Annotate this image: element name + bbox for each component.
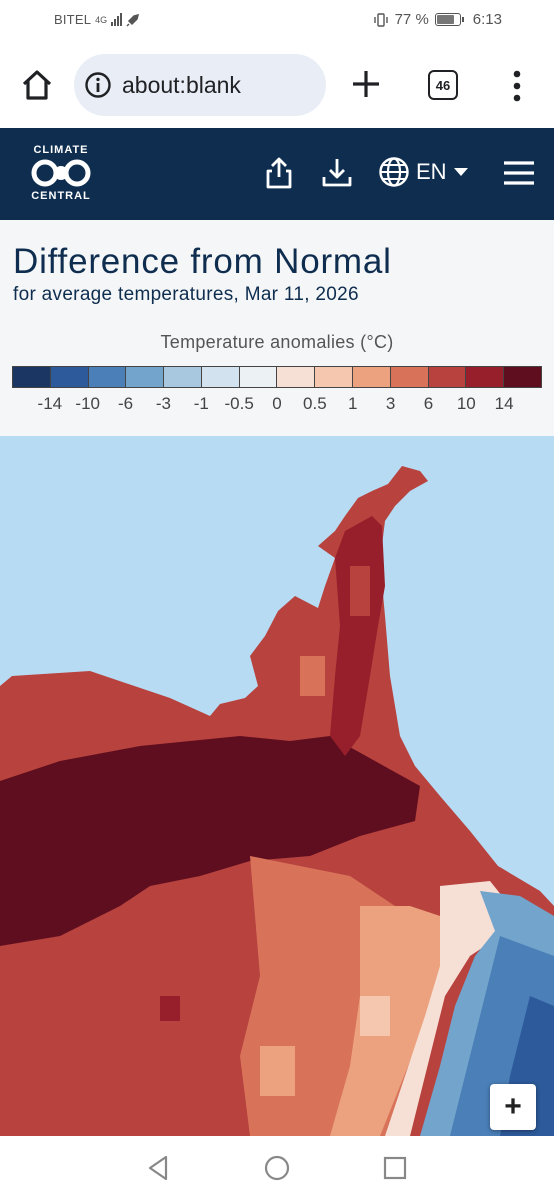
legend-tick-label: 10 (456, 394, 476, 413)
site-header: CLIMATE CENTRAL EN (0, 128, 554, 220)
legend-swatch (164, 367, 202, 387)
system-nav-bar (0, 1136, 554, 1200)
clock: 6:13 (472, 11, 502, 28)
battery-percent: 77 % (394, 11, 429, 28)
legend-swatch (126, 367, 165, 387)
address-bar[interactable]: about:blank (74, 54, 326, 116)
legend-swatch (353, 367, 391, 387)
legend-swatch (428, 367, 467, 387)
zoom-in-button[interactable]: + (490, 1084, 536, 1130)
legend-swatch (201, 367, 240, 387)
legend-tick-label: -14 (37, 394, 63, 413)
legend-tick-label: 1 (347, 394, 358, 413)
patch-1 (260, 1046, 295, 1096)
legend-swatch (239, 367, 278, 387)
peninsula-hot (330, 516, 385, 756)
legend-tick-label: -6 (118, 394, 134, 413)
logo-text-top: CLIMATE (33, 144, 89, 156)
legend-tick-label: 0.5 (303, 394, 327, 413)
plus-icon[interactable] (348, 66, 384, 102)
vibrate-icon (373, 12, 388, 27)
legend-tick-label: 0 (272, 394, 282, 413)
home-icon[interactable] (18, 66, 56, 104)
legend-swatch (315, 367, 354, 387)
language-selector[interactable]: EN (378, 156, 469, 188)
legend-swatch (13, 367, 51, 387)
map-canvas (0, 466, 554, 1136)
legend-title: Temperature anomalies (°C) (160, 332, 394, 352)
legend-swatch (50, 367, 89, 387)
download-icon[interactable] (320, 156, 354, 190)
legend-color-bar (12, 366, 542, 388)
temperature-map[interactable]: + (0, 436, 554, 1136)
coast-neutral (385, 881, 510, 1136)
patch-3 (160, 996, 180, 1021)
tab-count: 46 (435, 77, 451, 93)
url-text[interactable]: about:blank (122, 71, 241, 98)
land-region-hot (0, 736, 420, 946)
language-code: EN (416, 159, 447, 184)
recents-icon[interactable] (381, 1154, 409, 1182)
legend-tick-label: -3 (155, 394, 171, 413)
globe-icon (379, 157, 409, 187)
tab-switcher-button[interactable]: 46 (428, 70, 458, 100)
map-subtitle: for average temperatures, Mar 11, 2026 (13, 284, 359, 305)
status-left: BITEL 4G (54, 12, 140, 27)
signal-icon (111, 13, 123, 26)
legend-swatch (504, 367, 541, 387)
legend-swatch (466, 367, 505, 387)
caret-down-icon (453, 168, 468, 176)
legend-ticks: -14 -10 -6 -3 -1 -0.5 0 0.5 1 3 6 10 14 (12, 394, 542, 418)
logo-mark-icon (31, 159, 91, 187)
zoom-in-label: + (504, 1090, 522, 1123)
patch-5 (350, 566, 370, 616)
menu-icon[interactable] (502, 160, 536, 186)
patch-4 (300, 656, 325, 696)
legend-tick-label: 14 (494, 394, 514, 413)
map-info-panel: Difference from Normal for average tempe… (0, 220, 554, 436)
network-type: 4G (95, 14, 108, 25)
carrier-name: BITEL (54, 12, 92, 27)
climate-central-logo[interactable]: CLIMATE CENTRAL (26, 144, 96, 206)
legend-tick-label: -1 (193, 394, 209, 413)
logo-text-bottom: CENTRAL (31, 190, 91, 202)
legend-tick-label: 6 (423, 394, 434, 413)
legend-swatch (88, 367, 127, 387)
more-vert-icon[interactable] (503, 68, 531, 104)
battery-icon (434, 13, 464, 26)
map-title: Difference from Normal (13, 242, 392, 281)
legend-tick-label: 3 (385, 394, 396, 413)
status-right: 77 % 6:13 (373, 11, 502, 28)
legend-tick-label: -10 (75, 394, 100, 413)
coast-mild (330, 906, 455, 1136)
back-icon[interactable] (144, 1154, 172, 1182)
rocket-icon (126, 13, 140, 27)
legend-swatch (390, 367, 429, 387)
info-icon[interactable] (84, 71, 112, 99)
legend-swatch (277, 367, 316, 387)
share-icon[interactable] (262, 156, 296, 190)
status-bar: BITEL 4G 77 % 6:13 (0, 0, 554, 42)
browser-toolbar: about:blank 46 (0, 42, 554, 128)
patch-2 (360, 996, 390, 1036)
legend-tick-label: -0.5 (224, 394, 254, 413)
home-circle-icon[interactable] (263, 1154, 291, 1182)
